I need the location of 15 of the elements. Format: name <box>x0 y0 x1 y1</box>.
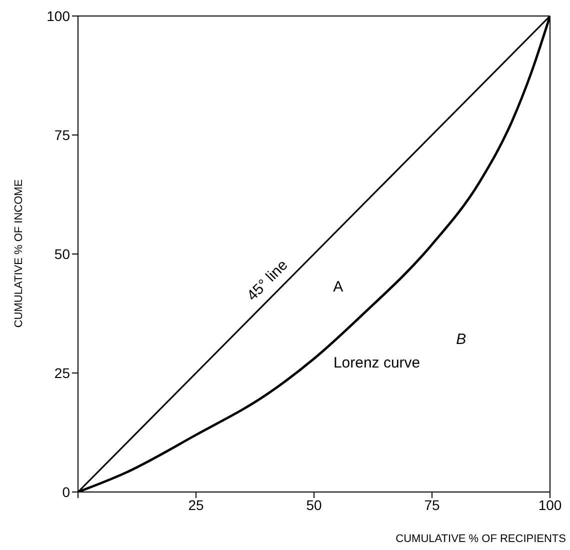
annotation: A <box>333 278 344 296</box>
x-tick-label: 25 <box>188 496 204 513</box>
text: 45° line <box>244 256 292 304</box>
y-tick-label: 0 <box>62 484 70 500</box>
x-axis-title: CUMULATIVE % OF RECIPIENTS <box>396 533 566 545</box>
y-tick-label: 25 <box>54 364 70 381</box>
x-tick-label: 100 <box>538 496 562 513</box>
x-tick-label: 75 <box>424 496 440 513</box>
x-tick-label: 50 <box>306 496 322 513</box>
y-tick-label: 75 <box>54 126 70 143</box>
y-tick-label: 100 <box>46 8 70 24</box>
y-axis-title: CUMULATIVE % OF INCOME <box>13 179 25 328</box>
annotation: B <box>456 331 466 348</box>
series-label: Lorenz curve <box>333 354 420 372</box>
y-tick-label: 50 <box>54 246 70 262</box>
